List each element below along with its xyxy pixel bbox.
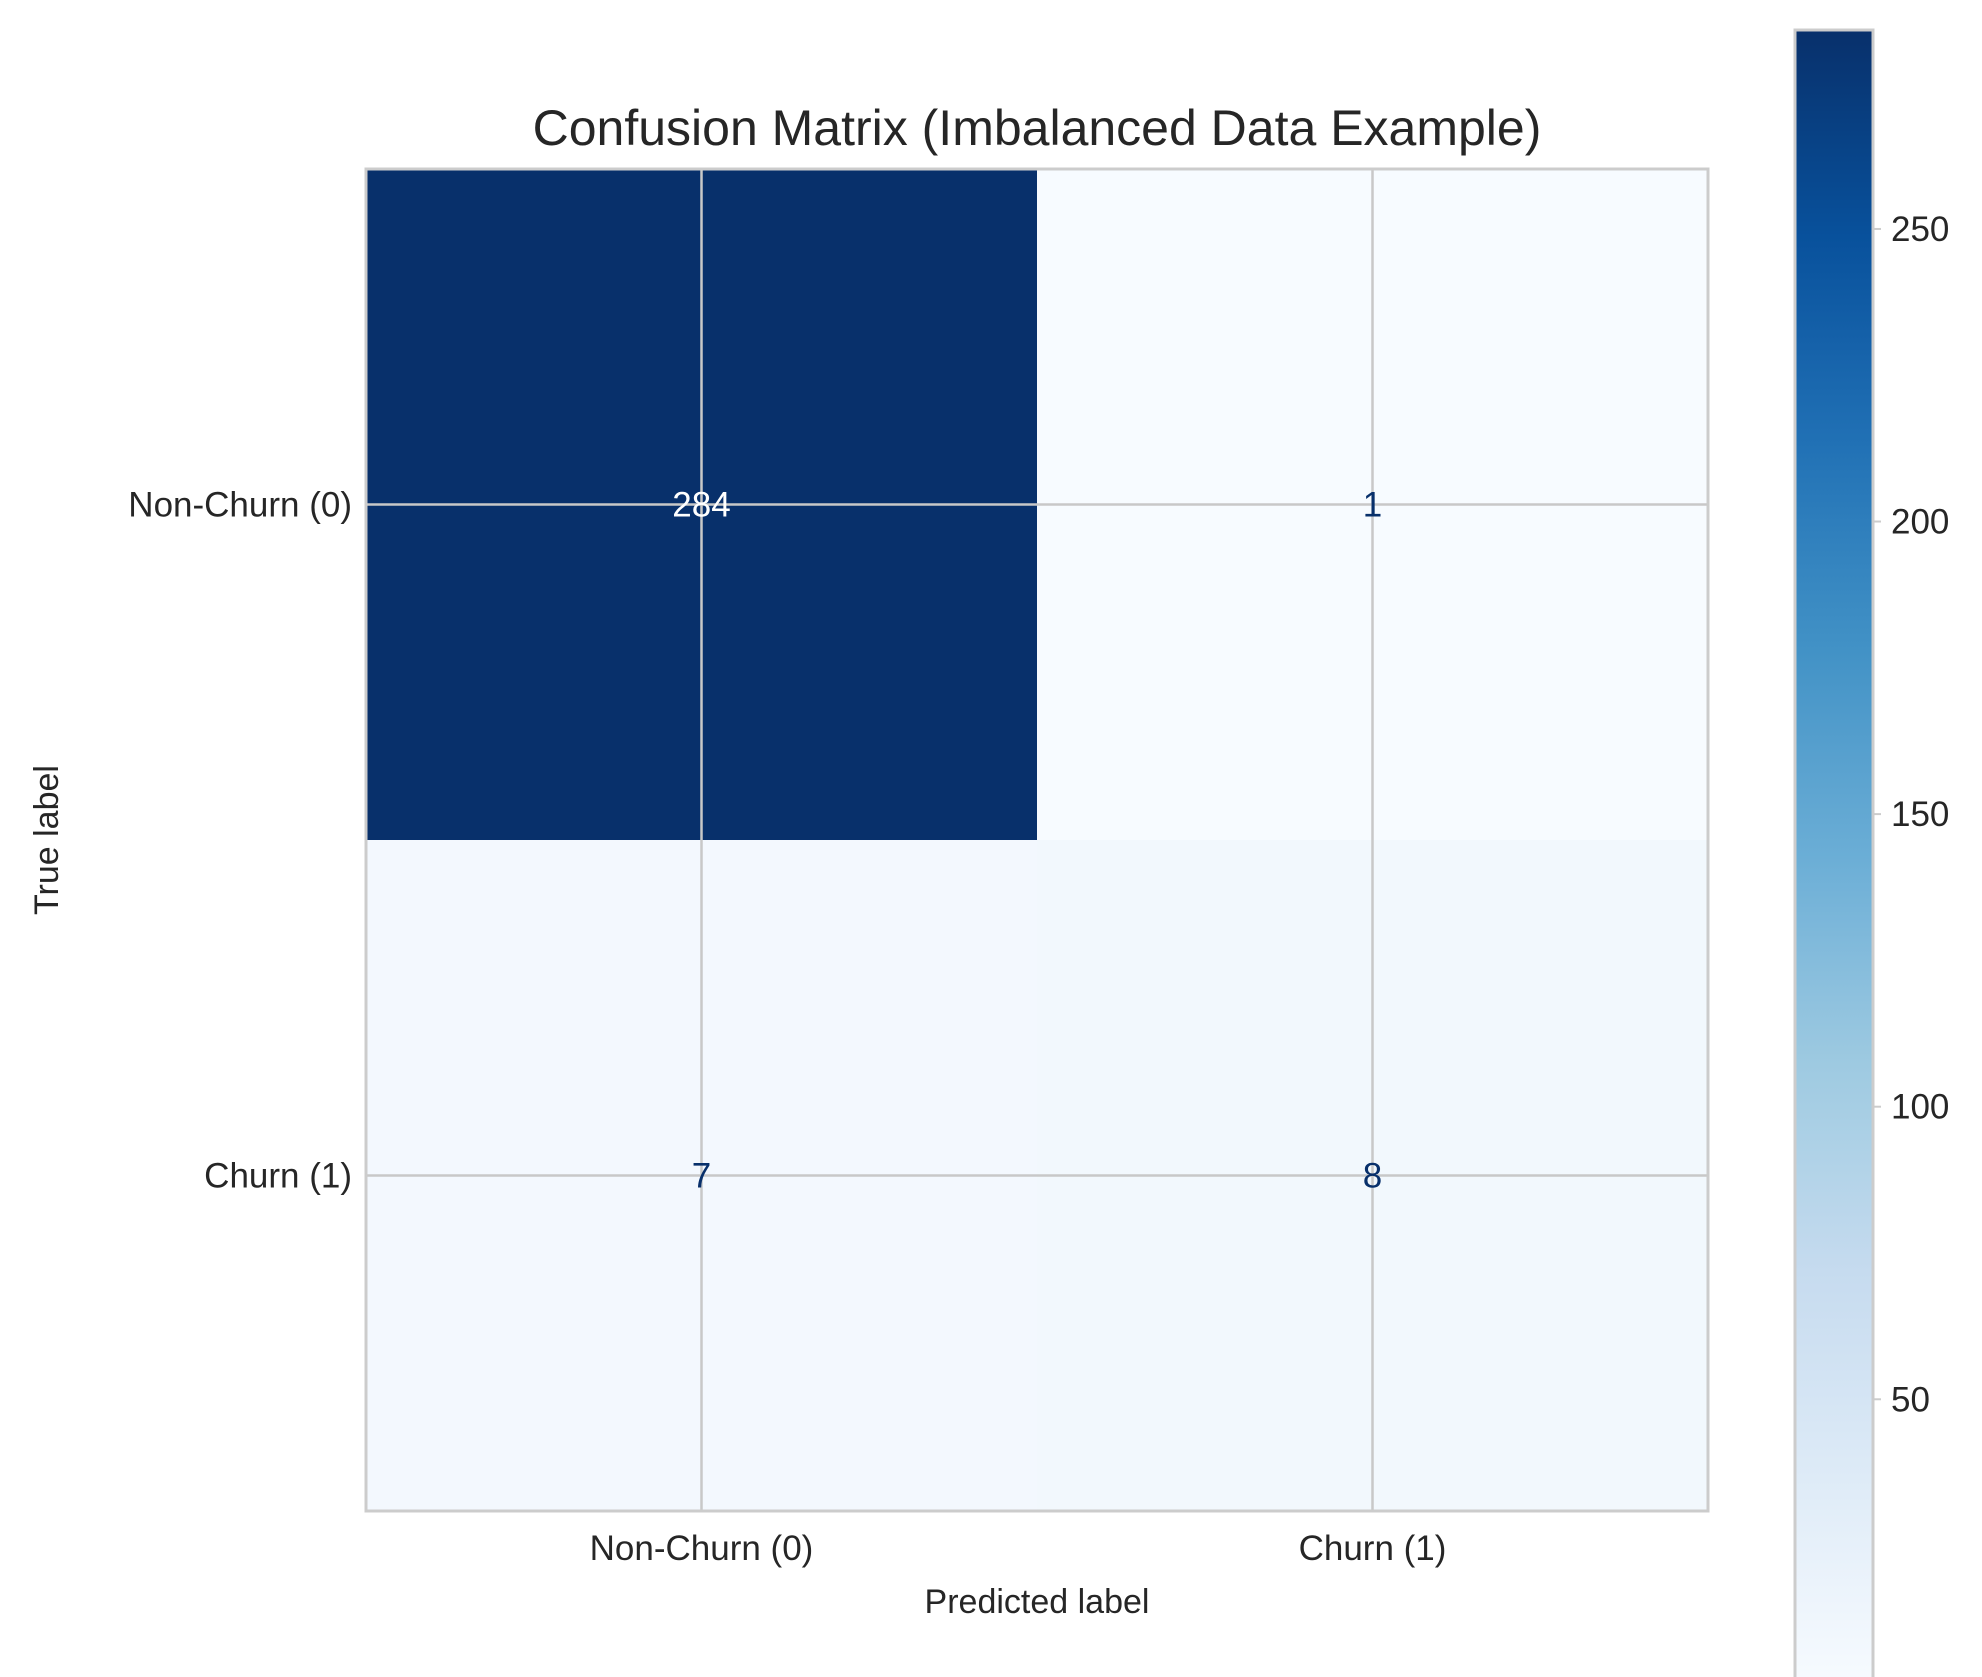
x-tick-labels: Non-Churn (0) Churn (1): [590, 1529, 1447, 1568]
plot-frame: [364, 167, 1710, 1513]
y-tick-label: Churn (1): [204, 1157, 352, 1196]
colorbar-tick-label: 250: [1891, 210, 1949, 249]
cell-value-label: 1: [1363, 486, 1382, 525]
colorbar-tick-label: 150: [1891, 795, 1949, 834]
chart-title: Confusion Matrix (Imbalanced Data Exampl…: [533, 100, 1542, 156]
colorbar-gradient: [1795, 30, 1873, 1677]
y-tick-labels: Non-Churn (0) Churn (1): [128, 486, 352, 1196]
colorbar-tick-label: 50: [1891, 1380, 1930, 1419]
colorbar-tick-label: 100: [1891, 1088, 1949, 1127]
x-tick-label: Non-Churn (0): [590, 1529, 814, 1568]
grid-lines: [366, 169, 1708, 1511]
colorbar-tick-label: 200: [1891, 503, 1949, 542]
colorbar-tick-labels: 50 100 150 200 250: [1873, 210, 1949, 1419]
heatmap-cells: [366, 169, 1709, 1512]
colorbar-frame: [1793, 28, 1875, 1677]
cell-value-label: 284: [672, 486, 730, 525]
y-axis-label: True label: [28, 765, 66, 915]
x-tick-label: Churn (1): [1299, 1529, 1447, 1568]
y-tick-label: Non-Churn (0): [128, 486, 352, 525]
cell-value-labels: 284 1 7 8: [672, 486, 1382, 1196]
cell-value-label: 8: [1363, 1157, 1382, 1196]
x-axis-label: Predicted label: [925, 1583, 1150, 1621]
colorbar: 50 100 150 200 250: [1793, 28, 1949, 1677]
cell-value-label: 7: [692, 1157, 711, 1196]
